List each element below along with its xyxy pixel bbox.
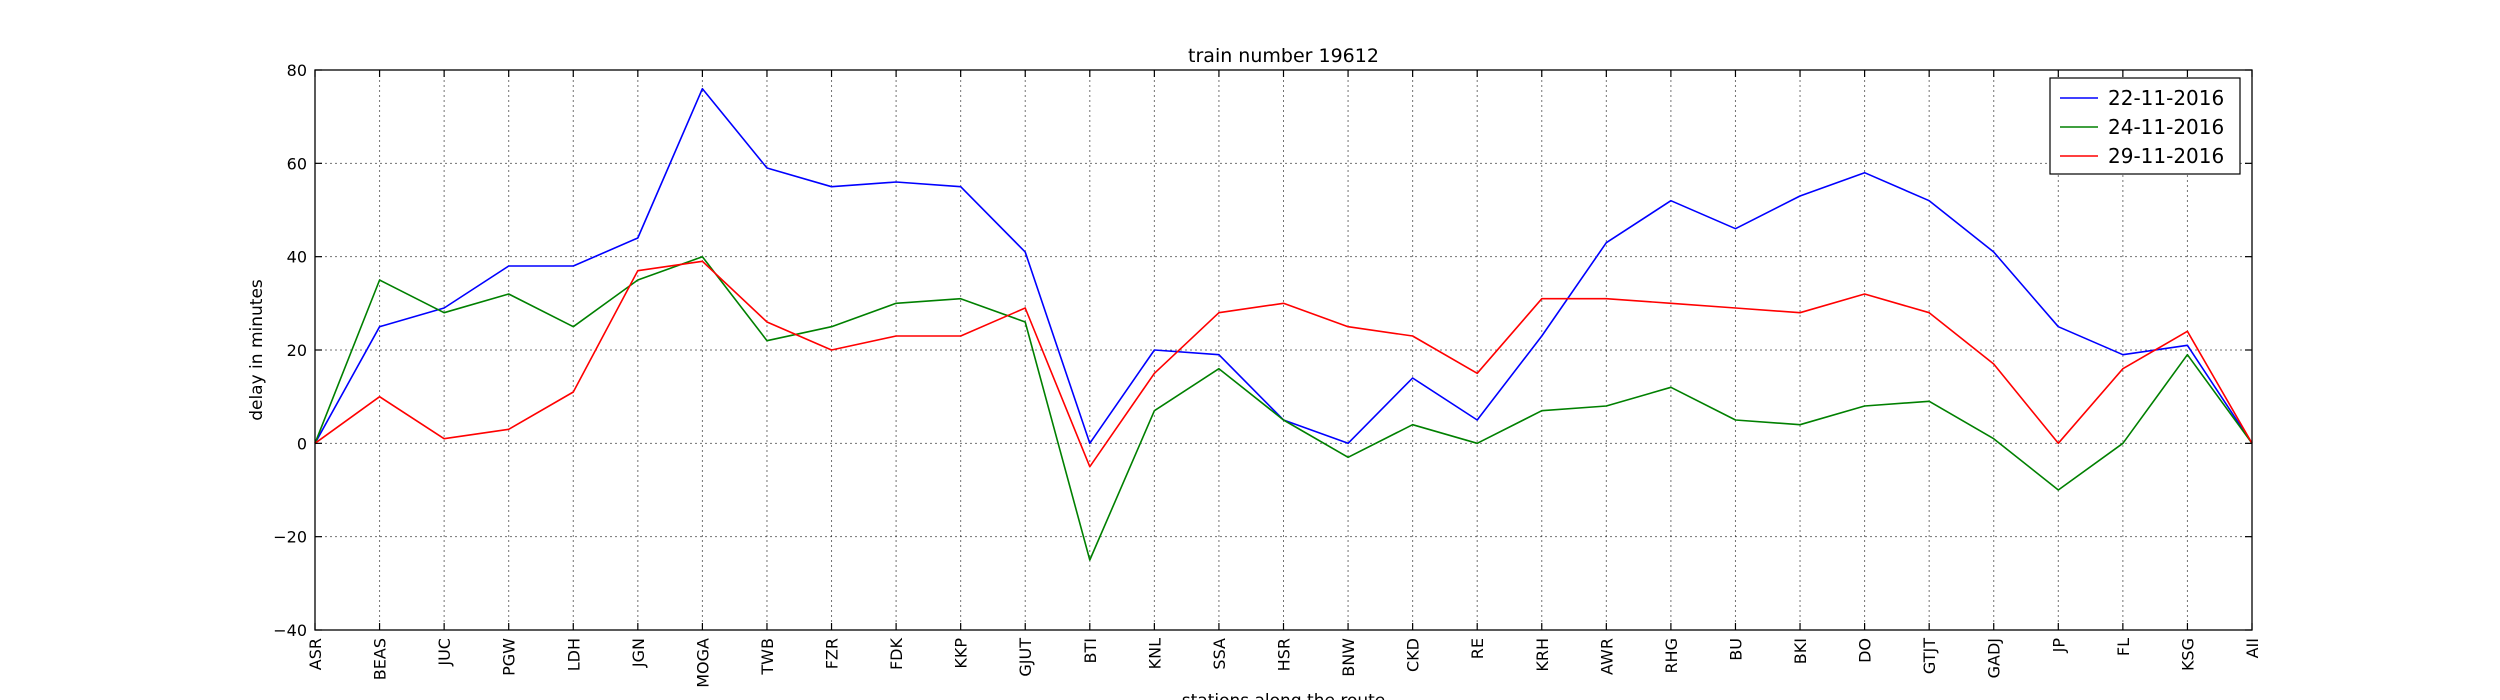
x-tick-label: CKD: [1404, 638, 1423, 672]
x-tick-label: MOGA: [693, 638, 712, 688]
x-tick-label: RE: [1468, 638, 1487, 659]
y-tick-label: 20: [287, 341, 307, 360]
legend-label: 22-11-2016: [2108, 86, 2224, 110]
y-tick-label: 60: [287, 154, 307, 173]
legend-box: [2049, 77, 2241, 175]
x-tick-label: JGN: [629, 638, 648, 668]
legend-label: 29-11-2016: [2108, 144, 2224, 168]
x-tick-label: ASR: [306, 638, 325, 670]
x-tick-label: SSA: [1210, 638, 1229, 670]
x-tick-label: AWR: [1597, 638, 1616, 675]
x-tick-label: BKI: [1791, 638, 1810, 664]
x-tick-label: DO: [1856, 638, 1875, 663]
x-tick-label: JUC: [435, 638, 454, 667]
x-tick-label: BEAS: [371, 638, 390, 680]
legend-label: 24-11-2016: [2108, 115, 2224, 139]
x-tick-label: KRH: [1533, 638, 1552, 672]
x-tick-label: FDK: [887, 637, 906, 670]
x-tick-label: AII: [2243, 638, 2262, 658]
x-tick-label: GADJ: [1985, 638, 2004, 678]
y-tick-label: 80: [287, 61, 307, 80]
x-tick-label: KSG: [2178, 638, 2197, 671]
x-tick-label: FZR: [823, 638, 842, 669]
x-tick-label: PGW: [500, 638, 519, 676]
x-tick-label: GJUT: [1016, 638, 1035, 677]
x-tick-label: GTJT: [1920, 638, 1939, 674]
x-axis-ticks: ASR BEAS JUC PGW LDH JGN MOGA TWB FZR FDK KKP GJUT B…: [306, 70, 2262, 688]
series-lines: [314, 87, 2253, 561]
x-tick-label: TWB: [758, 638, 777, 676]
y-tick-label: 0: [297, 434, 307, 453]
x-tick-label: BU: [1726, 638, 1745, 661]
x-tick-label: KNL: [1145, 638, 1164, 669]
x-tick-label: LDH: [564, 638, 583, 671]
x-tick-label: BNW: [1339, 638, 1358, 677]
x-axis-label: stations along the route: [1182, 691, 1386, 700]
x-tick-label: KKP: [952, 638, 971, 669]
y-axis-label: delay in minutes: [247, 279, 267, 421]
y-axis-ticks: −40 −20 0 20 40 60 80: [273, 61, 2252, 640]
x-tick-label: HSR: [1275, 638, 1294, 671]
x-tick-label: JP: [2049, 638, 2068, 654]
series-line-29-11-2016: [314, 260, 2253, 468]
y-tick-label: 40: [287, 248, 307, 267]
y-tick-label: −40: [273, 621, 307, 640]
chart-title: train number 19612: [1188, 45, 1379, 67]
y-tick-label: −20: [273, 528, 307, 547]
x-tick-label: FL: [2114, 638, 2133, 656]
x-tick-label: BTI: [1081, 638, 1100, 663]
x-tick-label: RHG: [1662, 638, 1681, 674]
legend: 22-11-2016 24-11-2016 29-11-2016: [2049, 77, 2241, 175]
